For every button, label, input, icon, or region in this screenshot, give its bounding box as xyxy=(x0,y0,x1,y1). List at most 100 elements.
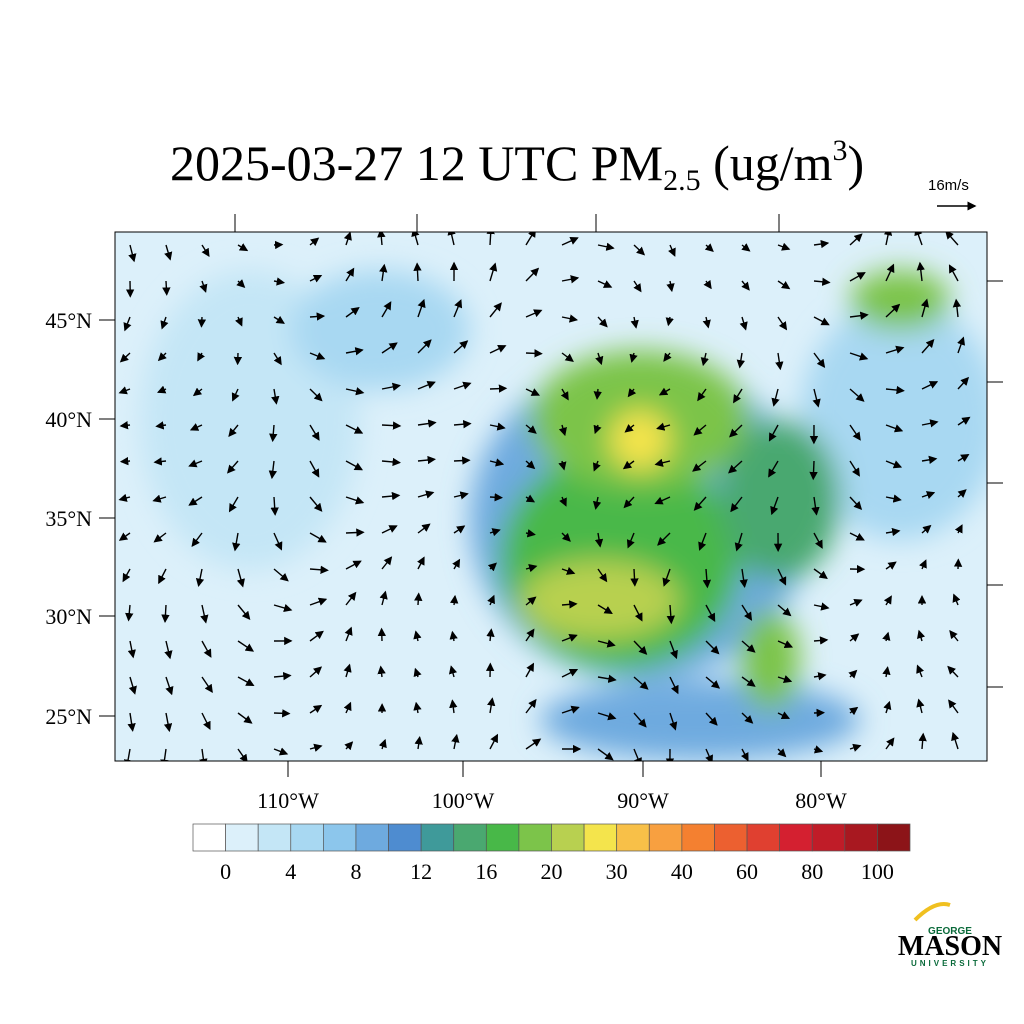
wind-arrow xyxy=(489,384,508,393)
colorbar: 0 4 8 12 16 20 30 40 60 80 100 xyxy=(192,823,911,884)
wind-arrow xyxy=(381,421,402,430)
wind-arrow xyxy=(160,748,169,761)
wind-arrow xyxy=(452,558,461,570)
wind-arrow xyxy=(345,560,362,570)
wind-arrow xyxy=(156,385,167,394)
colorbar-box xyxy=(811,823,846,852)
colorbar-label: 0 xyxy=(220,859,231,884)
colorbar-box xyxy=(551,823,585,852)
wind-arrow xyxy=(237,676,255,687)
wind-arrow xyxy=(885,263,895,282)
colorbar-box xyxy=(779,823,813,852)
colorbar-box xyxy=(518,823,552,852)
wind-arrow xyxy=(345,528,365,537)
wind-arrow xyxy=(917,629,926,642)
wind-arrow xyxy=(885,385,905,395)
wind-arrow xyxy=(119,456,131,466)
wind-arrow xyxy=(771,388,780,407)
wind-arrow xyxy=(309,424,320,441)
wind-arrow xyxy=(381,382,401,392)
colorbar-box xyxy=(746,823,780,852)
wind-arrow xyxy=(561,532,571,542)
wind-arrow xyxy=(273,709,291,718)
wind-arrow xyxy=(921,491,936,500)
colorbar-label: 20 xyxy=(541,859,563,884)
wind-arrow xyxy=(849,272,866,282)
wind-arrow xyxy=(309,597,328,606)
wind-arrow xyxy=(592,460,601,472)
wind-arrow xyxy=(188,459,203,468)
wind-arrow xyxy=(237,748,248,761)
wind-arrow xyxy=(379,590,388,606)
wind-arrow xyxy=(226,460,239,474)
wind-arrow xyxy=(525,349,543,358)
wind-arrow xyxy=(309,237,320,247)
wind-arrow xyxy=(809,460,818,481)
wind-arrow xyxy=(705,604,716,622)
colorbar-label: 12 xyxy=(410,859,432,884)
wind-arrow xyxy=(728,460,743,474)
wind-arrow xyxy=(597,748,614,761)
wind-arrow xyxy=(236,568,245,588)
wind-arrow xyxy=(345,496,365,505)
wind-arrow xyxy=(414,735,423,750)
wind-arrow xyxy=(777,316,788,331)
wind-arrow xyxy=(191,532,203,547)
wind-arrow xyxy=(201,640,212,658)
wind-arrow xyxy=(158,568,167,585)
wind-arrow xyxy=(489,493,503,502)
wind-arrow xyxy=(597,280,613,288)
wind-arrow xyxy=(733,388,743,404)
wind-arrow xyxy=(669,712,678,731)
wind-arrow xyxy=(525,698,537,714)
wind-arrow xyxy=(812,388,821,408)
wind-arrow xyxy=(377,665,386,678)
wind-arrow xyxy=(525,738,542,750)
wind-arrow xyxy=(741,676,756,687)
wind-arrow xyxy=(381,556,393,570)
wind-arrow xyxy=(449,630,458,642)
wind-arrow xyxy=(561,705,580,714)
wind-arrow xyxy=(770,496,779,516)
colorbar-box xyxy=(877,823,911,852)
wind-arrow xyxy=(957,336,966,354)
wind-arrow xyxy=(597,316,608,328)
wind-arrow xyxy=(525,529,536,538)
wind-arrow xyxy=(273,603,293,613)
wind-arrow xyxy=(309,666,323,678)
lat-label: 45°N xyxy=(45,308,92,333)
wind-arrow xyxy=(949,630,959,642)
colorbar-box xyxy=(681,823,715,852)
wind-arrow xyxy=(740,748,749,761)
wind-arrow xyxy=(234,316,243,327)
wind-arrow xyxy=(658,387,671,396)
wind-arrow xyxy=(525,564,538,573)
wind-arrow xyxy=(451,733,460,750)
wind-arrow xyxy=(309,388,323,402)
wind-arrow xyxy=(597,604,613,615)
wind-arrow xyxy=(918,732,927,750)
wind-arrow xyxy=(162,280,171,296)
wind-arrow xyxy=(703,279,712,290)
wind-arrow xyxy=(453,491,469,500)
wind-arrow xyxy=(633,604,643,622)
wind-arrow xyxy=(450,594,459,606)
map xyxy=(115,232,987,761)
wind-arrow xyxy=(525,662,535,678)
wind-arrow xyxy=(489,528,501,537)
wind-arrow xyxy=(269,424,278,443)
wind-arrow xyxy=(228,424,239,438)
wind-arrow xyxy=(622,460,635,470)
colorbar-box xyxy=(355,823,389,852)
wind-arrow xyxy=(201,712,211,731)
wind-arrow xyxy=(486,232,495,246)
wind-arrow xyxy=(309,532,327,543)
wind-arrow xyxy=(273,747,289,756)
wind-arrow xyxy=(669,640,678,660)
wind-arrow xyxy=(705,748,713,761)
wind-arrow xyxy=(273,352,282,366)
graticule-labels: 45°N 40°N 35°N 30°N 25°N 110°W 100°W 90°W 80°W xyxy=(45,308,847,813)
colorbar-box xyxy=(485,823,520,852)
wind-arrow xyxy=(309,630,324,642)
